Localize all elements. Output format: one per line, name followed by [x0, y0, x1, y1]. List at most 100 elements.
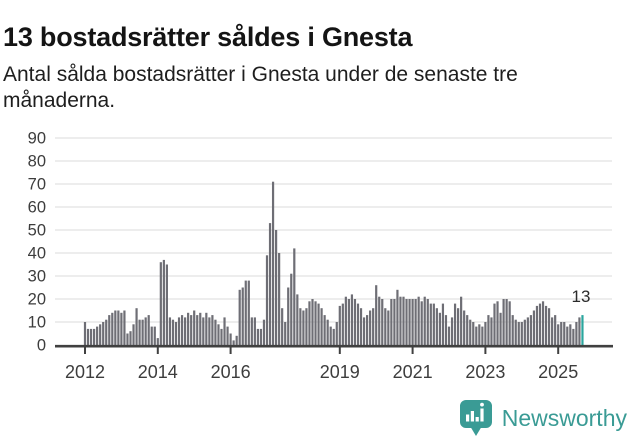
bar — [177, 317, 181, 345]
bar — [347, 299, 350, 345]
bar — [259, 328, 263, 345]
bar — [484, 322, 487, 345]
bar — [457, 308, 460, 345]
bar — [302, 310, 305, 345]
y-tick-label: 70 — [28, 176, 46, 194]
bar — [541, 301, 545, 345]
bar — [381, 299, 384, 345]
y-tick-label: 60 — [28, 199, 46, 217]
bar — [338, 305, 341, 345]
y-tick-label: 50 — [28, 222, 46, 240]
bar — [532, 310, 536, 345]
bar — [578, 317, 581, 345]
bar — [105, 319, 108, 345]
bar — [129, 331, 132, 345]
bar — [102, 322, 105, 345]
bar — [187, 312, 190, 345]
bar — [411, 299, 414, 345]
bar — [399, 296, 402, 345]
bar — [138, 319, 141, 345]
bar — [308, 301, 311, 345]
y-tick-label: 80 — [28, 153, 46, 171]
bar — [469, 319, 472, 345]
bar — [241, 287, 244, 345]
x-axis-labels: 2012 2014 2016 2019 2021 2023 2025 — [65, 362, 578, 382]
bar — [390, 299, 393, 345]
bar — [144, 317, 147, 345]
bar — [517, 322, 520, 345]
bar — [193, 310, 196, 345]
bar — [535, 305, 539, 345]
bar — [569, 324, 572, 345]
bar — [444, 315, 448, 345]
bar — [99, 324, 102, 345]
bar — [478, 324, 481, 345]
bar — [120, 312, 123, 345]
bar — [356, 303, 360, 345]
bar — [487, 315, 490, 345]
bar — [180, 315, 184, 345]
chart-subtitle: Antal sålda bostadsrätter i Gnesta under… — [3, 63, 518, 112]
bar — [123, 310, 126, 345]
y-tick-label: 40 — [28, 245, 46, 263]
bar — [86, 328, 90, 345]
highlighted-bar — [581, 315, 584, 345]
bar — [217, 324, 220, 345]
bar — [417, 296, 420, 345]
bar — [281, 308, 284, 345]
bar — [211, 315, 214, 345]
bar — [196, 315, 199, 345]
bar — [202, 317, 205, 345]
bar — [375, 285, 378, 345]
bar — [496, 301, 499, 345]
bar — [402, 296, 405, 345]
y-tick-label: 0 — [37, 337, 46, 355]
bar — [287, 287, 290, 345]
bar — [317, 303, 320, 345]
logo-bars — [465, 402, 484, 422]
bar — [250, 317, 253, 345]
x-tick-label: 2012 — [65, 362, 105, 382]
bar — [265, 255, 269, 345]
bar — [396, 289, 399, 345]
bar — [460, 296, 463, 345]
bar — [117, 310, 120, 345]
bar — [147, 315, 150, 345]
bar — [405, 299, 408, 345]
bar — [426, 299, 429, 345]
bar — [438, 312, 441, 345]
bar — [435, 308, 438, 345]
bar — [171, 319, 175, 345]
y-axis-labels: 0 10 20 30 40 50 60 70 80 90 — [28, 130, 46, 355]
bar — [490, 317, 493, 345]
annotation-text: 13 — [572, 287, 591, 306]
bar — [220, 328, 223, 345]
bar — [165, 264, 168, 345]
bar — [432, 303, 435, 345]
bar — [199, 312, 202, 345]
bar — [311, 299, 314, 345]
bar — [384, 308, 387, 345]
bar — [463, 310, 466, 345]
bar — [262, 319, 266, 345]
bar — [572, 328, 575, 345]
bar — [114, 310, 117, 345]
bar — [353, 299, 357, 345]
last-value-annotation: 13 — [572, 287, 591, 306]
bar — [466, 315, 469, 345]
bar — [247, 280, 250, 345]
bar — [150, 326, 153, 345]
bar — [493, 303, 496, 345]
page-title: 13 bostadsrätter såldes i Gnesta — [3, 22, 413, 53]
bar — [299, 308, 302, 345]
bar — [214, 319, 217, 345]
bar — [453, 303, 457, 345]
bar — [481, 326, 484, 345]
bar — [387, 310, 390, 345]
bar — [126, 333, 129, 345]
bar — [554, 315, 557, 345]
bar — [408, 299, 411, 345]
bar — [523, 319, 526, 345]
bar — [223, 317, 226, 345]
